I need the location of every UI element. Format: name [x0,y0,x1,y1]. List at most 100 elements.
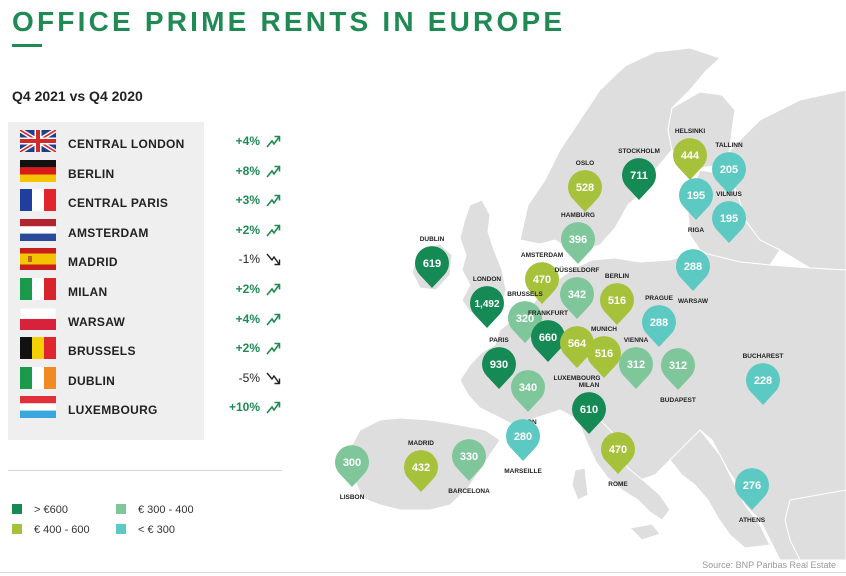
map-pin-icon [735,468,769,510]
city-marker: 288 PRAGUE [642,295,677,347]
map-pin-icon [561,222,595,264]
city-marker: 312 BUDAPEST [660,348,696,404]
city-name-label: PRAGUE [645,295,673,302]
city-marker: 276 ATHENS [735,468,769,524]
map-pin-icon [560,277,594,319]
germany-flag-icon [20,159,56,182]
trend-up-arrow-icon [265,399,282,416]
rent-value-label: 1,492 [474,299,499,310]
city-name-label: MARSEILLE [504,468,542,475]
rent-value-label: 444 [681,150,700,162]
legend-label: € 300 - 400 [138,504,194,516]
uk-flag-icon [18,128,58,154]
map-pin-icon [676,249,710,291]
city-marker: 711 STOCKHOLM [618,148,660,200]
city-name-label: AMSTERDAM [521,252,563,259]
trend-up-arrow-icon [265,340,282,357]
ranking-change-value: +2% [235,281,260,296]
city-marker: 930 PARIS [481,337,516,389]
rent-value-label: 228 [754,375,772,387]
rent-value-label: 660 [539,332,557,344]
trend-up-arrow-icon [265,222,282,239]
rent-value-label: 288 [650,317,668,329]
city-name-label: LUXEMBOURG [554,375,601,382]
europe-map: 711 STOCKHOLM 444 HELSINKI 205 TALLINN 528 OSLO… [334,47,846,561]
city-name-label: BRUSSELS [507,291,543,298]
legend-item: < € 300 [116,524,175,536]
rent-value-label: 205 [720,164,738,176]
city-name-label: BUCHAREST [743,353,784,360]
ranking-row: MADRID -1% [8,240,282,271]
ranking-city-label: AMSTERDAM [68,225,149,240]
map-pin-icon [531,320,565,362]
map-pin-icon [600,283,634,325]
legend-divider [8,470,282,471]
sardinia-land [571,467,589,501]
rent-value-label: 564 [568,338,587,350]
city-name-label: DÜSSELDORF [555,265,600,274]
ranking-change-value: -5% [238,370,260,385]
ranking-change-value: +2% [235,341,260,356]
city-name-label: RIGA [688,227,705,234]
ranking-city-label: DUBLIN [68,373,116,388]
ranking-change-value: +3% [235,193,260,208]
trend-down-arrow-icon [265,251,282,268]
italy-flag-icon [20,277,56,300]
legend-label: < € 300 [138,524,176,536]
city-marker: 564 LUXEMBOURG [554,326,601,382]
city-name-label: TALLINN [715,142,743,149]
rent-value-label: 528 [576,182,594,194]
ranking-city-label: MILAN [68,284,108,299]
city-marker: 300 LISBON [334,445,369,501]
map-pin-icon [622,158,656,200]
map-pin-icon [560,326,594,368]
city-marker: 205 TALLINN [712,142,746,194]
city-marker: 228 BUCHAREST [743,353,784,405]
legend-label: € 400 - 600 [34,524,90,536]
rent-value-label: 516 [595,348,613,360]
ranking-row: DUBLIN -5% [8,359,282,389]
city-marker: 528 OSLO [568,160,602,212]
city-name-label: OSLO [576,160,594,167]
trend-up-arrow-icon [265,163,282,180]
map-pin-icon [746,363,780,405]
ireland-flag-icon [20,366,56,389]
rent-markers: 711 STOCKHOLM 444 HELSINKI 205 TALLINN 528 OSLO… [334,128,784,524]
legend-label: > €600 [34,504,68,516]
ranking-city-label: CENTRAL LONDON [68,137,185,151]
city-marker: 516 BERLIN [600,273,634,325]
city-name-label: BARCELONA [448,488,490,495]
city-name-label: VILNIUS [716,191,742,198]
city-name-label: MADRID [408,440,434,447]
ranking-change-value: -1% [238,252,260,267]
france-flag-icon [20,189,56,212]
rent-value-label: 195 [687,190,705,202]
map-pin-icon [601,432,635,474]
title-underline [12,44,42,47]
city-marker: 470 AMSTERDAM [521,252,563,304]
map-pin-icon [587,336,621,378]
rent-value-label: 930 [490,359,508,371]
rent-value-label: 516 [608,295,626,307]
city-name-label: BUDAPEST [660,397,696,404]
map-pin-icon [415,246,449,288]
city-marker: 660 FRANKFURT [528,310,568,362]
belgium-flag-icon [20,337,56,360]
legend-swatch [12,524,22,534]
city-marker: 610 MILAN [572,382,606,434]
city-name-label: WARSAW [678,298,709,305]
legend-swatch [12,504,22,514]
ranking-change-value: +4% [235,311,260,326]
city-marker: 1,492 LONDON [469,276,504,328]
ranking-row: AMSTERDAM +2% [8,211,282,241]
footer-rule [0,572,846,573]
rent-value-label: 330 [460,451,478,463]
city-marker: 330 BARCELONA [448,439,490,495]
ranking-change-value: +4% [235,134,260,148]
rent-value-label: 711 [630,170,648,182]
map-pin-icon [712,201,746,243]
city-name-label: VIENNA [624,337,649,344]
city-marker: 432 MADRID [403,440,438,492]
city-name-label: STOCKHOLM [618,148,660,155]
rent-value-label: 432 [412,462,430,474]
